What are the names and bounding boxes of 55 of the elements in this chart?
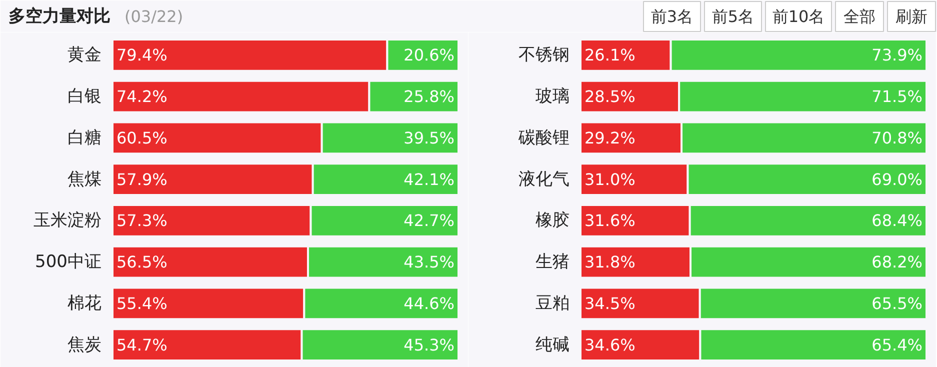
y-tick-label: 豆粕	[536, 293, 570, 314]
data-label: 56.5%	[116, 252, 168, 272]
y-tick-label: 橡胶	[536, 210, 570, 231]
data-label: 55.4%	[116, 294, 168, 313]
data-label: 70.8%	[872, 128, 922, 148]
data-label: 43.5%	[404, 252, 454, 272]
data-label: 34.5%	[584, 294, 636, 313]
y-tick-label: 焦炭	[68, 334, 102, 355]
text: 刷新	[896, 7, 928, 26]
data-label: 26.1%	[584, 46, 636, 65]
data-label: 31.8%	[584, 252, 636, 272]
data-label: 29.2%	[584, 128, 636, 148]
text: 全部	[844, 7, 876, 26]
data-label: 45.3%	[404, 335, 454, 354]
data-label: 68.2%	[872, 252, 922, 272]
y-tick-label: 白糖	[68, 128, 102, 148]
y-tick-label: 焦煤	[68, 169, 102, 190]
data-label: 31.6%	[584, 211, 636, 230]
data-label: 65.5%	[872, 294, 922, 313]
data-label: 44.6%	[404, 294, 454, 313]
y-tick-label: 白银	[68, 86, 102, 107]
data-label: 74.2%	[116, 87, 168, 106]
text: 前3名	[650, 7, 694, 26]
data-label: 34.6%	[584, 335, 636, 354]
data-label: 31.0%	[584, 170, 636, 189]
data-label: 71.5%	[872, 87, 922, 106]
data-label: 79.4%	[116, 46, 168, 65]
data-label: 28.5%	[584, 87, 636, 106]
text: 前10名	[772, 7, 825, 26]
y-tick-label: 生猪	[536, 252, 570, 272]
data-label: 54.7%	[116, 335, 168, 354]
y-tick-label: 棉花	[68, 293, 102, 314]
chart-subtitle: (03/22)	[124, 7, 184, 26]
y-tick-label: 玻璃	[536, 86, 570, 107]
data-label: 20.6%	[404, 46, 454, 65]
data-label: 57.3%	[116, 211, 168, 230]
data-label: 57.9%	[116, 170, 168, 189]
data-label: 73.9%	[872, 46, 922, 65]
data-label: 69.0%	[872, 170, 922, 189]
text: 前5名	[712, 7, 754, 26]
data-label: 39.5%	[404, 128, 454, 148]
y-tick-label: 碳酸锂	[518, 128, 570, 148]
data-label: 25.8%	[404, 87, 454, 106]
data-label: 68.4%	[872, 211, 922, 230]
chart-title: 多空力量对比	[8, 6, 110, 26]
data-label: 60.5%	[116, 128, 168, 148]
y-tick-label: 纯碱	[536, 334, 570, 355]
y-tick-label: 500中证	[35, 252, 102, 272]
data-label: 42.1%	[404, 170, 454, 189]
y-tick-label: 黄金	[68, 45, 102, 66]
y-tick-label: 液化气	[518, 169, 570, 190]
y-tick-label: 不锈钢	[518, 45, 570, 66]
data-label: 65.4%	[872, 335, 922, 354]
data-label: 42.7%	[404, 211, 454, 230]
y-tick-label: 玉米淀粉	[34, 210, 102, 231]
